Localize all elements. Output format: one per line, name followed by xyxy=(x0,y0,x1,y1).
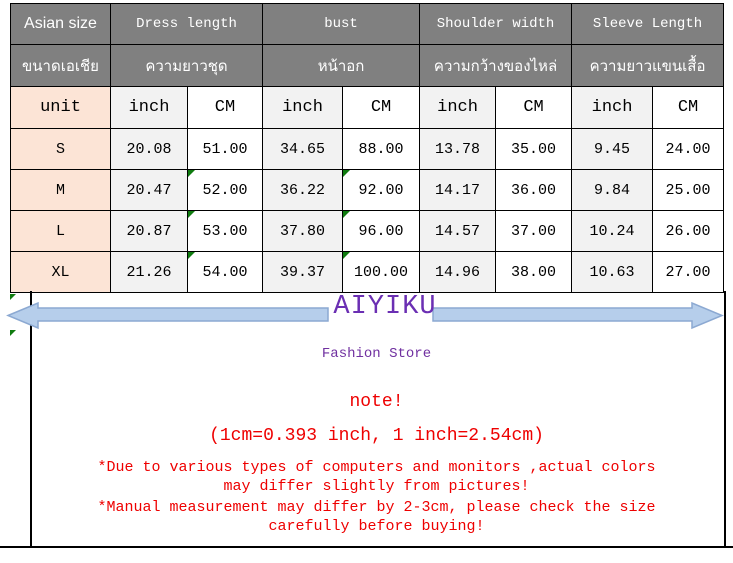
header-thai-dress-length: ความยาวชุด xyxy=(109,44,264,87)
comment-flag xyxy=(10,330,16,336)
table-cell: 36.22 xyxy=(262,169,344,211)
size-cell: M xyxy=(10,169,111,211)
brand-subtitle: Fashion Store xyxy=(321,346,432,362)
note-line-4: carefully before buying! xyxy=(268,518,485,535)
header-row-thai: ขนาดเอเชีย ความยาวชุด หน้าอก ความกว้างขอ… xyxy=(10,44,725,87)
left-arrow-icon xyxy=(6,301,329,330)
right-arrow-icon xyxy=(432,301,724,330)
table-cell: 24.00 xyxy=(652,128,725,170)
unit-cell: CM xyxy=(342,86,421,129)
note-title: note! xyxy=(349,392,404,412)
table-cell: 9.84 xyxy=(571,169,654,211)
table-cell: 92.00 xyxy=(342,169,421,211)
table-cell: 37.80 xyxy=(262,210,344,252)
table-cell: 13.78 xyxy=(419,128,497,170)
table-cell: 36.00 xyxy=(495,169,573,211)
table-cell: 9.45 xyxy=(571,128,654,170)
unit-cell: CM xyxy=(495,86,573,129)
table-cell: 54.00 xyxy=(186,251,264,293)
note-line-2: may differ slightly from pictures! xyxy=(223,478,530,495)
note-line-3: *Manual measurement may differ by 2-3cm,… xyxy=(97,499,656,516)
table-cell: 88.00 xyxy=(342,128,421,170)
table-cell: 34.65 xyxy=(262,128,344,170)
table-cell: 52.00 xyxy=(186,169,264,211)
size-table: Asian size Dress length bust Shoulder wi… xyxy=(10,3,725,293)
header-thai-asian-size: ขนาดเอเชีย xyxy=(10,44,111,87)
table-row-s: S 20.08 51.00 34.65 88.00 13.78 35.00 9.… xyxy=(10,128,725,170)
table-cell: 20.47 xyxy=(110,169,188,211)
double-arrow-banner xyxy=(6,301,724,330)
table-row-xl: XL 21.26 54.00 39.37 100.00 14.96 38.00 … xyxy=(10,251,725,293)
header-row-english: Asian size Dress length bust Shoulder wi… xyxy=(10,3,725,45)
brand-name: AIYIKU xyxy=(333,292,437,322)
comment-flag xyxy=(10,294,16,300)
table-cell: 39.37 xyxy=(262,251,344,293)
table-cell: 37.00 xyxy=(495,210,573,252)
table-cell: 25.00 xyxy=(652,169,725,211)
table-cell: 26.00 xyxy=(652,210,725,252)
table-cell: 20.08 xyxy=(110,128,188,170)
table-cell: 100.00 xyxy=(342,251,421,293)
unit-cell: inch xyxy=(419,86,497,129)
header-dress-length: Dress length xyxy=(109,3,264,45)
table-cell: 38.00 xyxy=(495,251,573,293)
header-thai-bust: หน้าอก xyxy=(262,44,421,87)
table-cell: 10.24 xyxy=(571,210,654,252)
header-shoulder-width: Shoulder width xyxy=(419,3,573,45)
size-cell: S xyxy=(10,128,111,170)
unit-row: unit inch CM inch CM inch CM inch CM xyxy=(10,86,725,129)
header-thai-sleeve-length: ความยาวแขนเสื้อ xyxy=(571,44,725,87)
size-cell: XL xyxy=(10,251,111,293)
table-cell: 20.87 xyxy=(110,210,188,252)
header-asian-size: Asian size xyxy=(10,3,111,45)
table-cell: 14.57 xyxy=(419,210,497,252)
table-cell: 51.00 xyxy=(186,128,264,170)
note-conversion: (1cm=0.393 inch, 1 inch=2.54cm) xyxy=(209,426,544,446)
header-sleeve-length: Sleeve Length xyxy=(571,3,725,45)
unit-cell: inch xyxy=(262,86,344,129)
table-cell: 14.96 xyxy=(419,251,497,293)
size-cell: L xyxy=(10,210,111,252)
header-bust: bust xyxy=(262,3,421,45)
notes-panel xyxy=(30,291,726,547)
table-cell: 35.00 xyxy=(495,128,573,170)
table-row-l: L 20.87 53.00 37.80 96.00 14.57 37.00 10… xyxy=(10,210,725,252)
header-thai-shoulder-width: ความกว้างของไหล่ xyxy=(419,44,573,87)
table-cell: 53.00 xyxy=(186,210,264,252)
table-cell: 27.00 xyxy=(652,251,725,293)
unit-cell: inch xyxy=(110,86,188,129)
note-line-1: *Due to various types of computers and m… xyxy=(97,459,656,476)
divider-line xyxy=(0,546,733,548)
table-cell: 14.17 xyxy=(419,169,497,211)
unit-cell: inch xyxy=(571,86,654,129)
unit-cell: CM xyxy=(652,86,725,129)
unit-label-cell: unit xyxy=(10,86,111,129)
unit-cell: CM xyxy=(186,86,264,129)
table-cell: 21.26 xyxy=(110,251,188,293)
table-cell: 10.63 xyxy=(571,251,654,293)
table-row-m: M 20.47 52.00 36.22 92.00 14.17 36.00 9.… xyxy=(10,169,725,211)
table-cell: 96.00 xyxy=(342,210,421,252)
